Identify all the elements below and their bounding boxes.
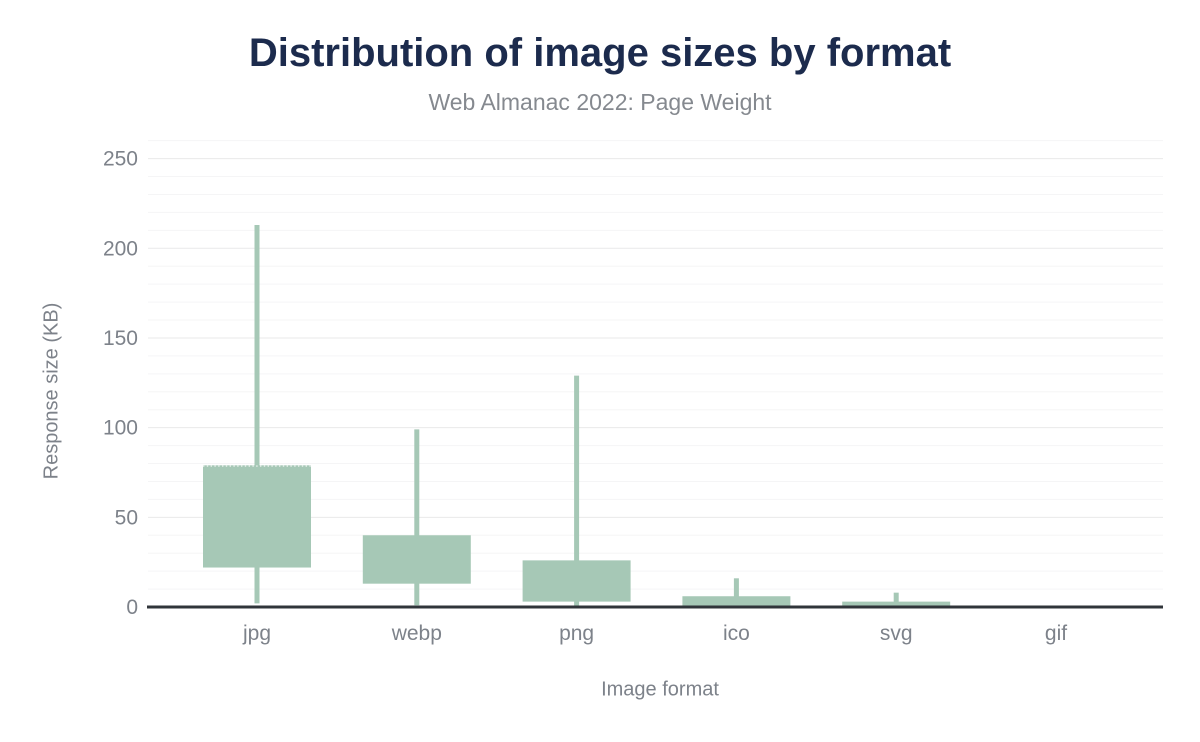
x-category-label-svg: svg bbox=[880, 622, 913, 645]
box-png bbox=[522, 560, 631, 602]
x-category-label-jpg: jpg bbox=[242, 622, 271, 645]
box-ico bbox=[682, 596, 791, 607]
y-tick-label-250: 250 bbox=[103, 148, 138, 171]
chart-title: Distribution of image sizes by format bbox=[248, 31, 952, 75]
x-category-label-webp: webp bbox=[391, 622, 442, 645]
box-svg bbox=[842, 601, 951, 607]
box-jpg bbox=[203, 465, 311, 568]
y-tick-label-0: 0 bbox=[126, 596, 138, 619]
chart-subtitle: Web Almanac 2022: Page Weight bbox=[428, 89, 772, 115]
box-webp bbox=[362, 535, 471, 584]
x-axis-title: Image format bbox=[601, 678, 719, 701]
y-tick-label-150: 150 bbox=[103, 327, 138, 350]
y-tick-label-200: 200 bbox=[103, 237, 138, 260]
x-category-label-gif: gif bbox=[1045, 622, 1067, 645]
y-tick-label-50: 50 bbox=[115, 506, 138, 529]
x-category-label-png: png bbox=[559, 622, 594, 645]
x-category-label-ico: ico bbox=[723, 622, 750, 645]
y-tick-label-100: 100 bbox=[103, 417, 138, 440]
